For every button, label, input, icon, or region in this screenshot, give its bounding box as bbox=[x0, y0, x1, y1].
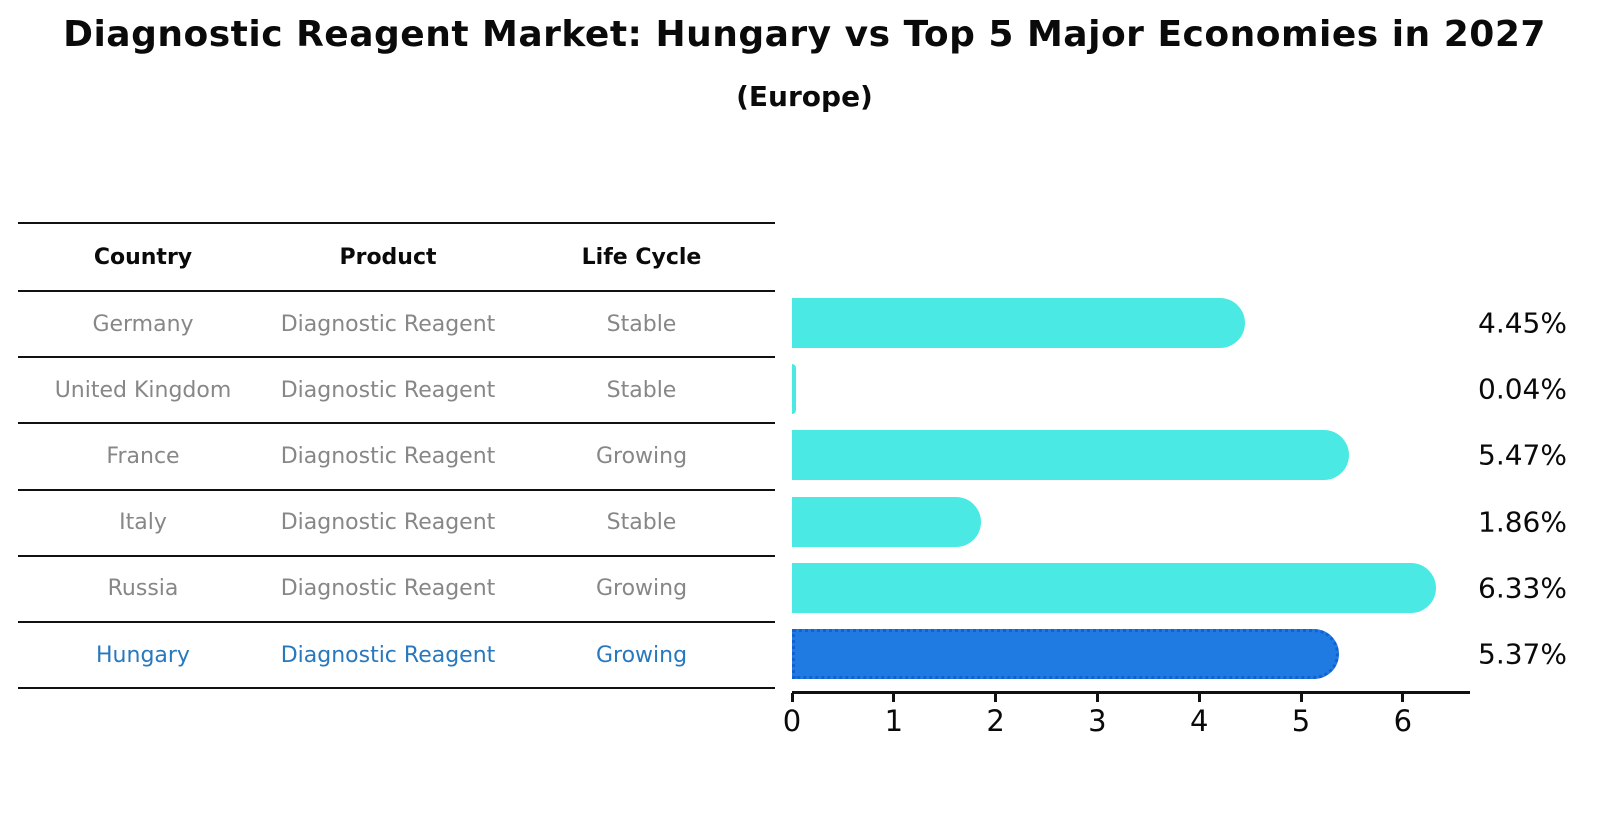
x-axis-tick bbox=[1401, 693, 1405, 702]
table-row: Russia Diagnostic Reagent Growing bbox=[18, 557, 775, 623]
x-axis-tick bbox=[790, 693, 794, 702]
x-axis-tick-label: 6 bbox=[1393, 704, 1413, 738]
cell-country: Italy bbox=[119, 510, 167, 536]
cell-product: Diagnostic Reagent bbox=[280, 510, 496, 536]
cell-country: Germany bbox=[92, 311, 194, 337]
chart-title: Diagnostic Reagent Market: Hungary vs To… bbox=[63, 14, 1546, 55]
table-header-row: Country Product Life Cycle bbox=[18, 222, 775, 292]
cell-product: Diagnostic Reagent bbox=[280, 377, 496, 403]
column-header-product: Product bbox=[339, 244, 437, 270]
cell-country: United Kingdom bbox=[54, 377, 232, 403]
cell-life-cycle: Growing bbox=[595, 576, 688, 602]
cell-life-cycle: Stable bbox=[606, 377, 677, 403]
table-body: Germany Diagnostic Reagent Stable United… bbox=[18, 292, 775, 690]
cell-product: Diagnostic Reagent bbox=[280, 642, 496, 668]
x-axis-line bbox=[792, 691, 1470, 694]
table-row: United Kingdom Diagnostic Reagent Stable bbox=[18, 358, 775, 425]
bar-hungary bbox=[792, 628, 1339, 679]
bar-germany bbox=[792, 298, 1246, 349]
x-axis-tick bbox=[1299, 693, 1303, 702]
bar-united-kingdom bbox=[792, 364, 797, 415]
x-axis-tick-label: 0 bbox=[782, 704, 802, 738]
value-label-russia: 6.33% bbox=[1478, 571, 1567, 605]
x-axis-tick bbox=[1197, 693, 1201, 702]
x-axis-tick-label: 1 bbox=[884, 704, 904, 738]
value-label-united-kingdom: 0.04% bbox=[1478, 372, 1567, 406]
cell-product: Diagnostic Reagent bbox=[280, 443, 496, 469]
value-label-france: 5.47% bbox=[1478, 438, 1567, 472]
cell-product: Diagnostic Reagent bbox=[280, 576, 496, 602]
x-axis-tick bbox=[892, 693, 896, 702]
bar-italy bbox=[792, 496, 982, 547]
cell-country: Hungary bbox=[96, 642, 190, 668]
table-row: France Diagnostic Reagent Growing bbox=[18, 424, 775, 491]
bar-france bbox=[792, 430, 1349, 481]
x-axis-tick-label: 5 bbox=[1291, 704, 1311, 738]
cell-country: Russia bbox=[107, 576, 179, 602]
chart-subtitle: (Europe) bbox=[736, 80, 873, 113]
cell-life-cycle: Growing bbox=[595, 642, 688, 668]
cell-life-cycle: Stable bbox=[606, 311, 677, 337]
cell-life-cycle: Growing bbox=[595, 443, 688, 469]
value-label-hungary: 5.37% bbox=[1478, 637, 1567, 671]
cell-country: France bbox=[106, 443, 180, 469]
column-header-country: Country bbox=[93, 244, 193, 270]
column-header-life-cycle: Life Cycle bbox=[581, 244, 702, 270]
table-row: Germany Diagnostic Reagent Stable bbox=[18, 292, 775, 359]
x-axis-tick-label: 4 bbox=[1189, 704, 1209, 738]
value-label-italy: 1.86% bbox=[1478, 505, 1567, 539]
country-table: Country Product Life Cycle Germany Diagn… bbox=[18, 222, 775, 690]
value-label-germany: 4.45% bbox=[1478, 306, 1567, 340]
bar-russia bbox=[792, 562, 1437, 613]
x-axis-tick bbox=[994, 693, 998, 702]
table-row: Italy Diagnostic Reagent Stable bbox=[18, 491, 775, 557]
x-axis-tick-label: 3 bbox=[1088, 704, 1107, 738]
x-axis-tick bbox=[1095, 693, 1099, 702]
cell-life-cycle: Stable bbox=[606, 510, 677, 536]
cell-product: Diagnostic Reagent bbox=[280, 311, 496, 337]
x-axis-tick-label: 2 bbox=[986, 704, 1005, 738]
table-row: Hungary Diagnostic Reagent Growing bbox=[18, 623, 775, 690]
